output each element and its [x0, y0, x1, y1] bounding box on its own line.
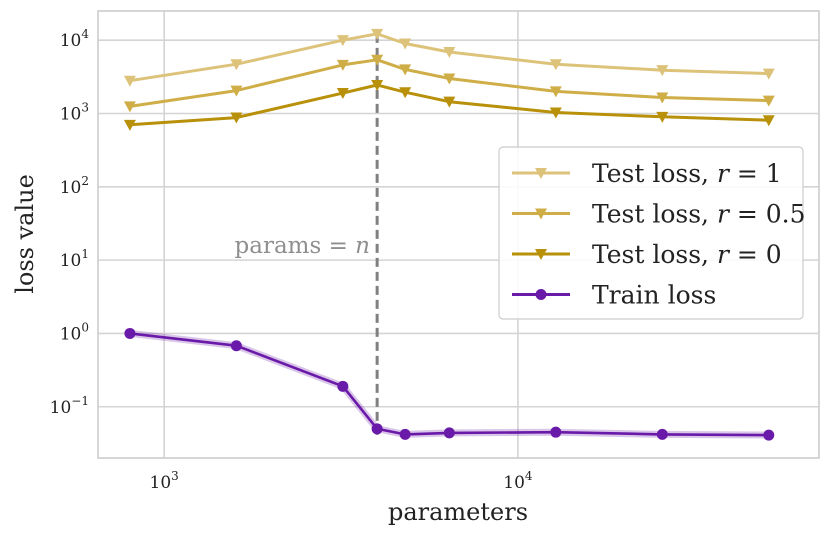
point-1-1 [230, 85, 243, 97]
point-0-5 [443, 46, 456, 58]
point-1-0 [123, 101, 136, 113]
point-1-3 [371, 54, 384, 66]
point-3-4 [399, 428, 411, 440]
legend-box [498, 146, 804, 320]
plot-frame [97, 10, 820, 459]
point-1-2 [336, 59, 349, 71]
series-line-3 [129, 332, 769, 437]
point-0-4 [399, 38, 412, 50]
y-tick-label-2: 101 [60, 247, 89, 271]
point-0-3 [371, 28, 384, 40]
y-tick-labels: 10−1 100 101 102 103 104 [50, 27, 90, 418]
point-3-7 [656, 428, 668, 440]
point-0-2 [336, 35, 349, 47]
y-tick-label-0: 10−1 [50, 394, 89, 418]
y-tick-label-5: 104 [60, 27, 90, 51]
point-0-7 [656, 65, 669, 77]
point-2-5 [443, 96, 456, 108]
point-3-8 [763, 429, 775, 441]
point-0-6 [549, 59, 562, 71]
point-2-0 [123, 119, 136, 131]
point-3-1 [230, 340, 242, 352]
point-3-5 [443, 427, 455, 439]
point-2-2 [336, 88, 349, 100]
point-3-2 [337, 380, 349, 392]
point-1-8 [762, 95, 775, 107]
series-band-3 [129, 329, 769, 439]
point-2-6 [549, 107, 562, 119]
series-3 [124, 327, 775, 441]
x-tick-labels: 103 104 [150, 469, 533, 493]
point-2-4 [399, 87, 412, 99]
y-tick-label-4: 103 [60, 100, 89, 124]
legend-marker-2 [535, 249, 547, 260]
point-0-0 [123, 75, 136, 87]
point-0-1 [230, 59, 243, 71]
series-0 [123, 28, 775, 87]
point-3-3 [371, 423, 383, 435]
series-2 [123, 79, 775, 131]
y-tick-label-1: 100 [60, 320, 89, 344]
y-axis-title: loss value [11, 174, 39, 294]
point-1-5 [443, 73, 456, 85]
x-axis-title: parameters [388, 498, 528, 526]
y-tick-label-3: 102 [60, 174, 89, 198]
series-group [123, 28, 775, 441]
legend: Test loss, r = 1 Test loss, r = 0.5 Test l… [498, 146, 806, 320]
vline-annotation: params = n [235, 233, 370, 259]
x-tick-label-0: 103 [150, 469, 179, 493]
point-0-8 [762, 68, 775, 80]
legend-label-1: Test loss, r = 0.5 [592, 200, 806, 229]
point-2-7 [656, 111, 669, 123]
point-2-3 [371, 79, 384, 91]
legend-label-2: Test loss, r = 0 [592, 240, 782, 269]
x-tick-label-1: 104 [503, 469, 533, 493]
legend-label-0: Test loss, r = 1 [592, 159, 782, 188]
point-3-6 [550, 426, 562, 438]
legend-marker-1 [535, 208, 547, 220]
legend-marker-0 [535, 168, 547, 179]
point-3-0 [124, 327, 136, 339]
point-1-7 [656, 92, 669, 104]
series-1 [123, 54, 775, 113]
legend-marker-3 [535, 289, 547, 300]
point-2-8 [762, 115, 775, 127]
point-1-4 [399, 64, 412, 76]
legend-label-3: Train loss [592, 281, 716, 310]
point-1-6 [549, 86, 562, 98]
point-2-1 [230, 112, 243, 124]
